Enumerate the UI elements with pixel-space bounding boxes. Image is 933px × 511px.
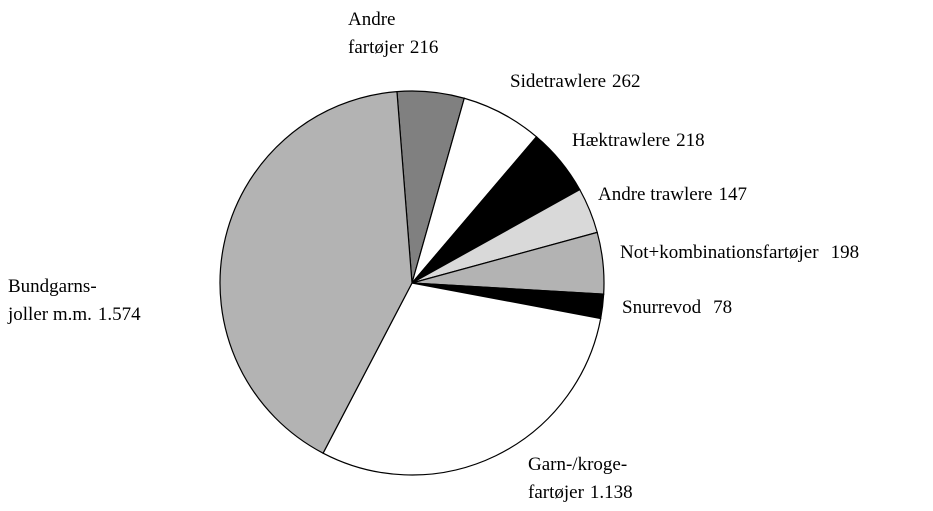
slice-label: Hæktrawlere: [572, 130, 670, 151]
slice-value-label: 216: [410, 37, 439, 58]
slice-label: Andre trawlere: [598, 184, 712, 205]
slice-label: Andre fartøjer: [348, 9, 405, 58]
slice-value-label: 262: [612, 71, 641, 92]
slice-value-label: 198: [831, 242, 860, 263]
slice-label: Snurrevod: [622, 297, 702, 318]
pie-slice: [219, 90, 413, 454]
slice-label: Sidetrawlere: [510, 71, 606, 92]
slice-value-label: 1.574: [98, 304, 141, 325]
slice-label: Garn-/kroge-fartøjer: [528, 454, 627, 503]
slice-value-label: 1.138: [590, 482, 633, 503]
pie-slice: [322, 282, 602, 476]
slice-label: Not+kombinationsfartøjer: [620, 242, 819, 263]
slice-label: Bundgarns-joller m.m.: [7, 276, 97, 325]
slice-value-label: 78: [713, 297, 732, 318]
slice-value-label: 218: [676, 130, 705, 151]
slice-value-label: 147: [718, 184, 747, 205]
